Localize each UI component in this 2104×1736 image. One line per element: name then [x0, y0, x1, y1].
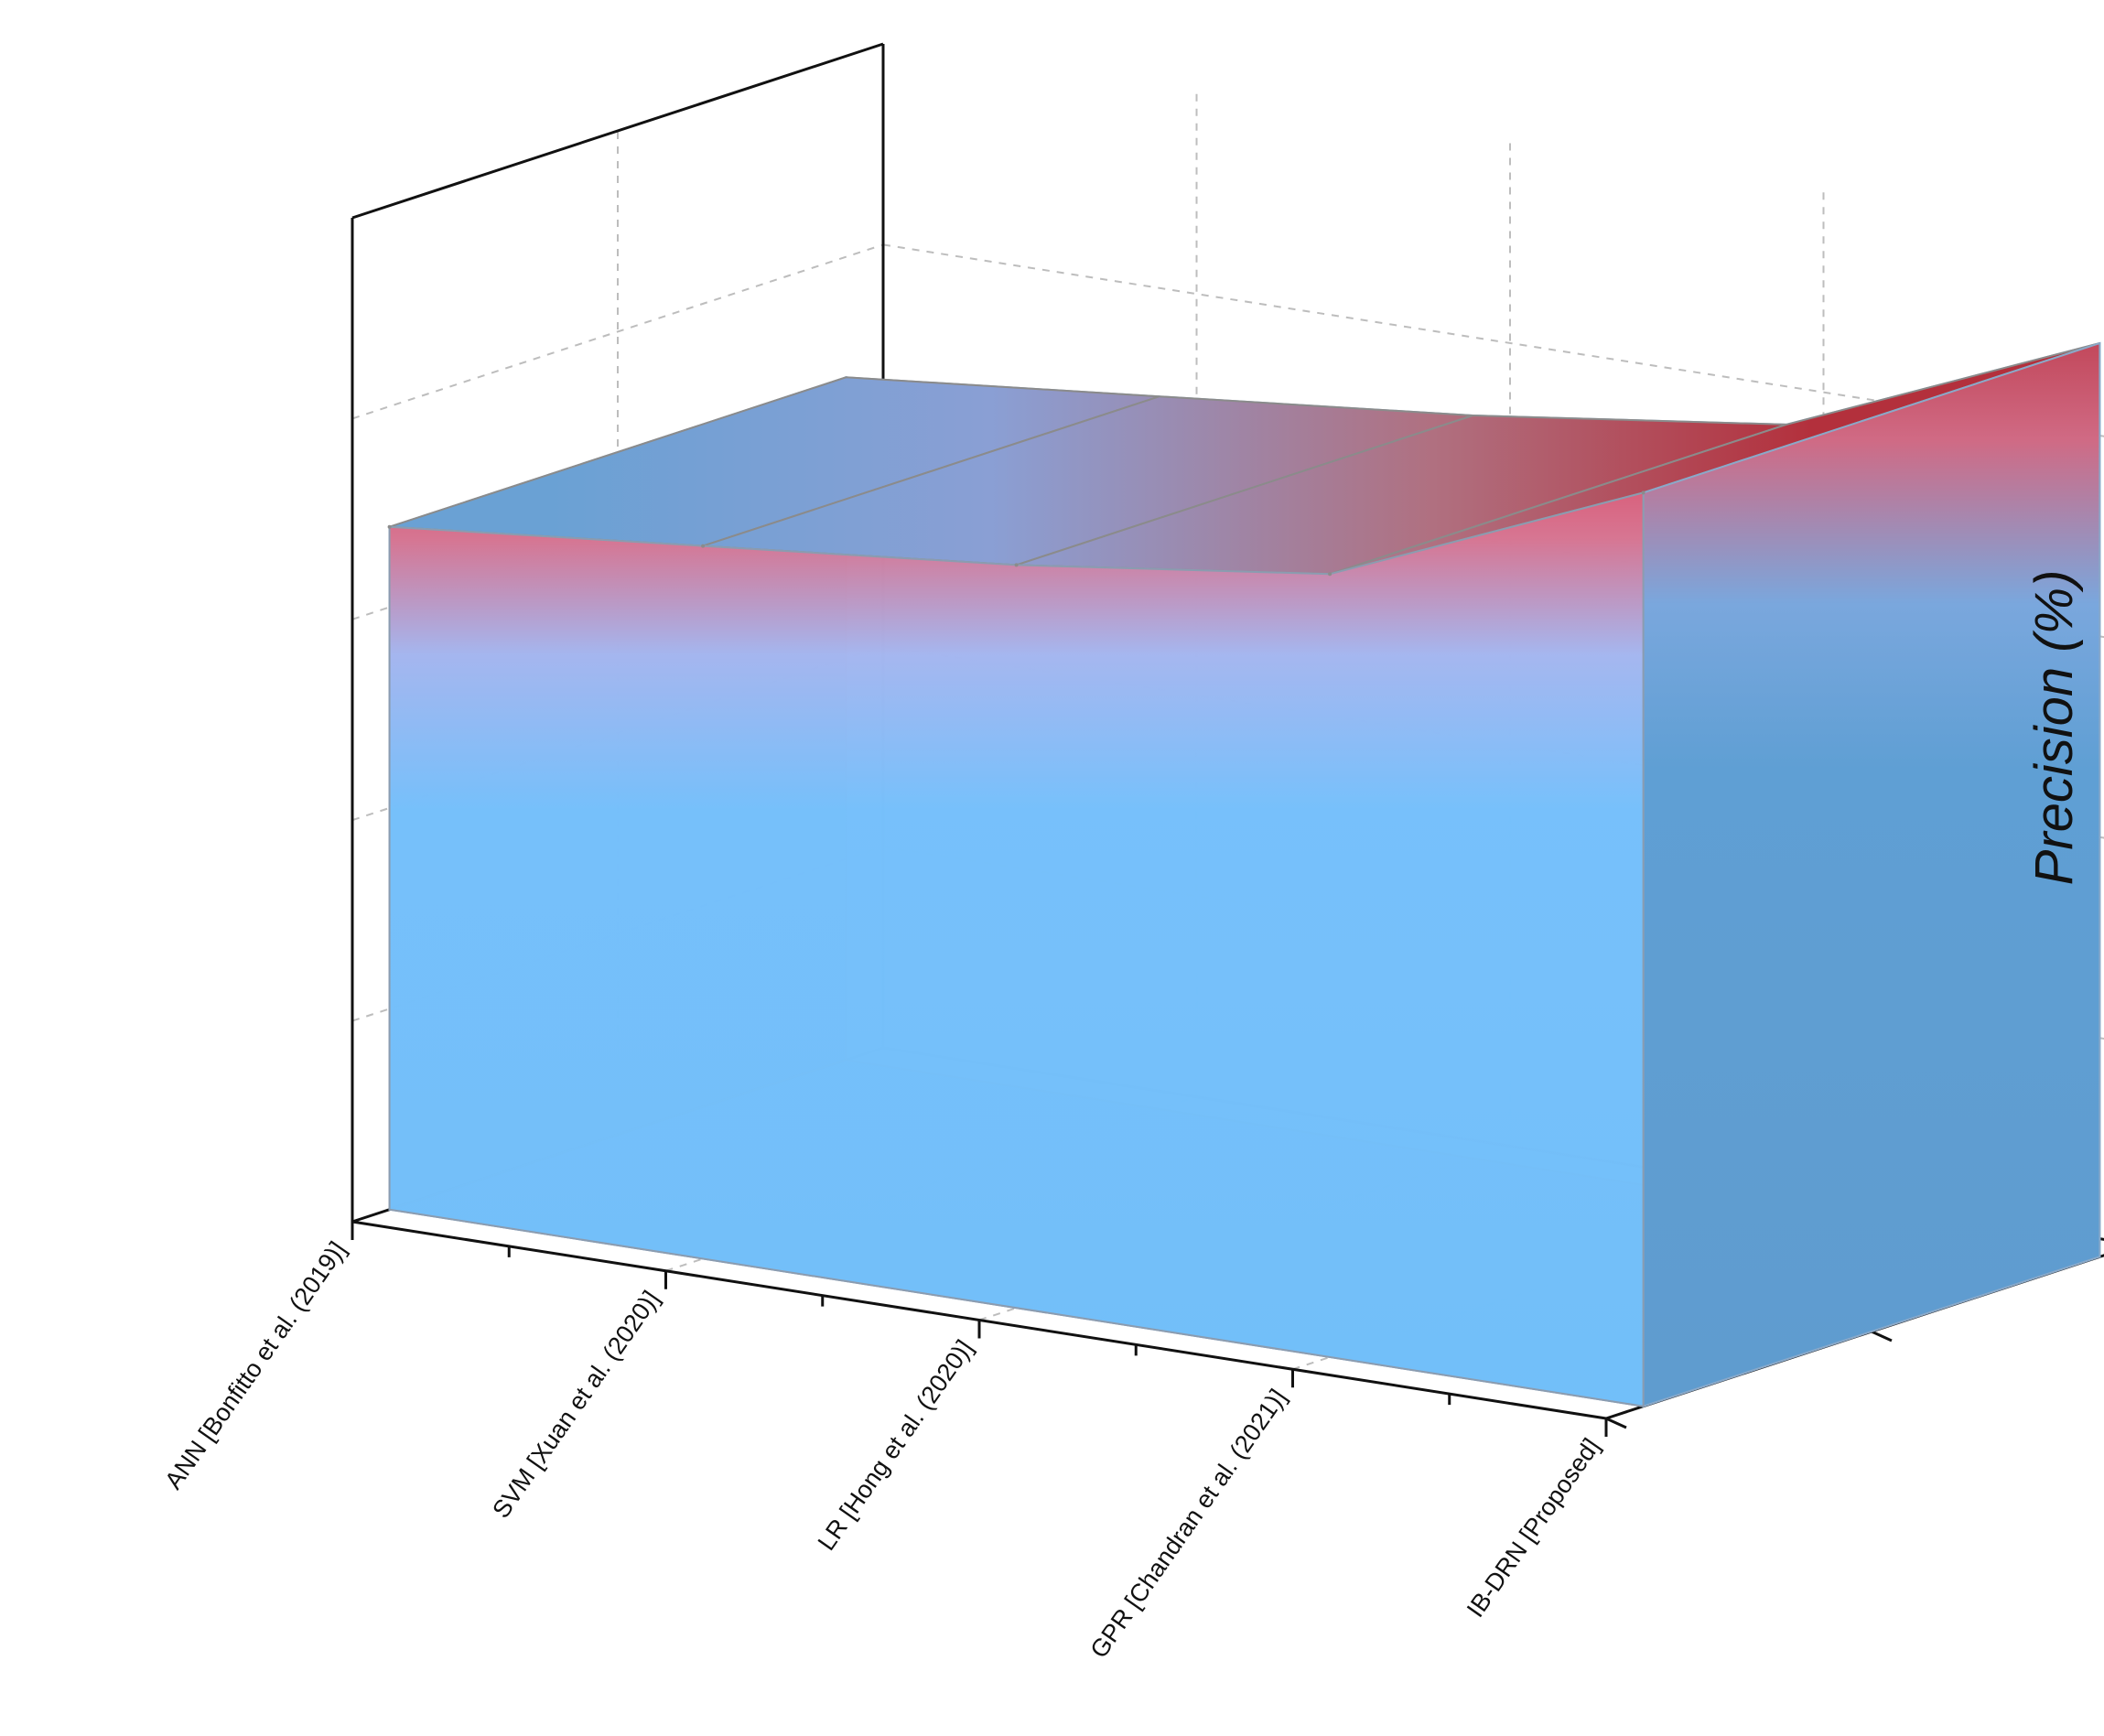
area-point — [1328, 572, 1333, 577]
area-point — [387, 524, 392, 529]
area-front-face — [388, 491, 1645, 1407]
y-axis-title: Precision (%) — [2024, 570, 2084, 886]
area-point — [1014, 563, 1019, 567]
x-tick-label: IB-DRN [Proposed] — [1462, 1433, 1605, 1623]
depth-axis-tick — [1871, 1330, 1893, 1342]
area-point — [701, 544, 706, 548]
x-tick-label: GPR [Chandran et al. (2021)] — [1084, 1384, 1291, 1663]
x-tick-label: LR [Hong et al. (2020)] — [813, 1335, 978, 1556]
box-edge — [351, 42, 884, 220]
x-tick-label: SVM [Xuan et al. (2020)] — [487, 1286, 664, 1523]
x-tick-label: ANN [Bonfitto et al. (2019)] — [159, 1236, 351, 1494]
side-wall-gridline — [351, 243, 884, 420]
area-series — [387, 341, 2101, 1408]
area-point — [1641, 491, 1645, 495]
depth-axis-tick — [1605, 1417, 1627, 1429]
